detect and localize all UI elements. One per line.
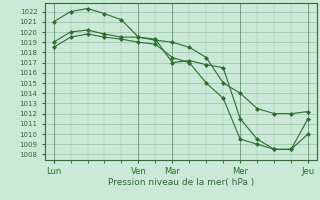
X-axis label: Pression niveau de la mer( hPa ): Pression niveau de la mer( hPa ) — [108, 178, 254, 187]
